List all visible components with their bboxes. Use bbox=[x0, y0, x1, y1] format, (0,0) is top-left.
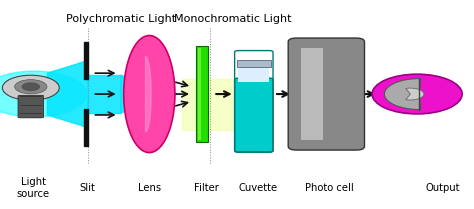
Polygon shape bbox=[182, 79, 249, 130]
Wedge shape bbox=[406, 88, 424, 100]
Bar bbox=[84, 42, 88, 79]
Circle shape bbox=[2, 75, 59, 100]
Text: Light
source: Light source bbox=[17, 177, 50, 199]
Bar bbox=[84, 109, 88, 146]
Text: Filter: Filter bbox=[194, 183, 219, 193]
Text: Output: Output bbox=[426, 183, 460, 193]
Text: Slit: Slit bbox=[80, 183, 96, 193]
Polygon shape bbox=[47, 61, 88, 127]
Text: Lens: Lens bbox=[138, 183, 161, 193]
Polygon shape bbox=[124, 36, 175, 153]
Text: Cuvette: Cuvette bbox=[239, 183, 278, 193]
FancyBboxPatch shape bbox=[235, 78, 273, 152]
Text: Polychromatic Light: Polychromatic Light bbox=[66, 14, 176, 24]
Text: Photo cell: Photo cell bbox=[305, 183, 354, 193]
Bar bbox=[301, 48, 323, 140]
FancyBboxPatch shape bbox=[288, 38, 365, 150]
Bar bbox=[237, 60, 271, 67]
Polygon shape bbox=[88, 75, 121, 113]
Polygon shape bbox=[121, 75, 178, 113]
Bar bbox=[196, 46, 208, 142]
Bar bbox=[238, 64, 269, 82]
Circle shape bbox=[15, 80, 47, 94]
Wedge shape bbox=[384, 79, 421, 110]
Circle shape bbox=[0, 71, 86, 117]
Polygon shape bbox=[146, 56, 151, 132]
Circle shape bbox=[372, 74, 462, 114]
FancyBboxPatch shape bbox=[18, 95, 44, 118]
Text: Monochromatic Light: Monochromatic Light bbox=[173, 14, 291, 24]
Circle shape bbox=[22, 83, 39, 90]
Bar bbox=[198, 48, 201, 140]
